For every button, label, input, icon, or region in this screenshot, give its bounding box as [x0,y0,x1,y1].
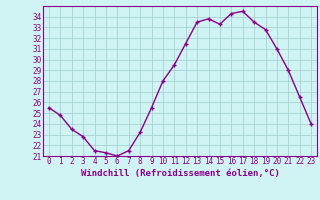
X-axis label: Windchill (Refroidissement éolien,°C): Windchill (Refroidissement éolien,°C) [81,169,279,178]
